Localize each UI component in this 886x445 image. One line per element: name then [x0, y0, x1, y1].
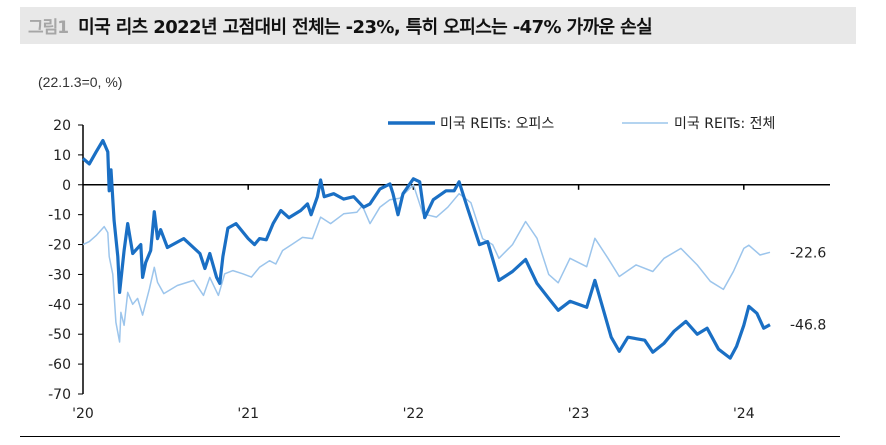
y-tick-label: 0 — [62, 178, 71, 194]
series-line-office — [81, 138, 771, 360]
legend-label-total: 미국 REITs: 전체 — [674, 116, 775, 132]
bottom-divider — [20, 436, 840, 437]
y-tick-label: -70 — [48, 387, 71, 403]
series-line-total — [82, 184, 771, 343]
x-tick-label: '24 — [733, 406, 755, 422]
title-bar: 그림1 미국 리츠 2022년 고점대비 전체는 -23%, 특히 오피스는 -… — [20, 7, 856, 44]
x-tick-label: '21 — [237, 406, 259, 422]
y-tick-label: -60 — [48, 357, 71, 373]
end-value-label: -22.6 — [790, 245, 826, 261]
x-tick-label: '20 — [72, 406, 94, 422]
x-tick-label: '22 — [403, 406, 425, 422]
y-tick-label: -20 — [48, 238, 71, 254]
y-tick-label: -30 — [48, 267, 71, 283]
y-tick-label: 20 — [53, 118, 71, 134]
unit-label: (22.1.3=0, %) — [38, 74, 123, 90]
y-tick-label: -10 — [48, 208, 71, 224]
x-tick-label: '23 — [568, 406, 590, 422]
figure-label: 그림1 — [28, 18, 69, 38]
y-tick-label: -50 — [48, 327, 71, 343]
chart-title: 미국 리츠 2022년 고점대비 전체는 -23%, 특히 오피스는 -47% … — [78, 16, 653, 38]
y-tick-label: 10 — [53, 148, 71, 164]
legend-label-office: 미국 REITs: 오피스 — [440, 116, 554, 132]
y-tick-label: -40 — [48, 297, 71, 313]
end-value-label: -46.8 — [790, 318, 826, 334]
